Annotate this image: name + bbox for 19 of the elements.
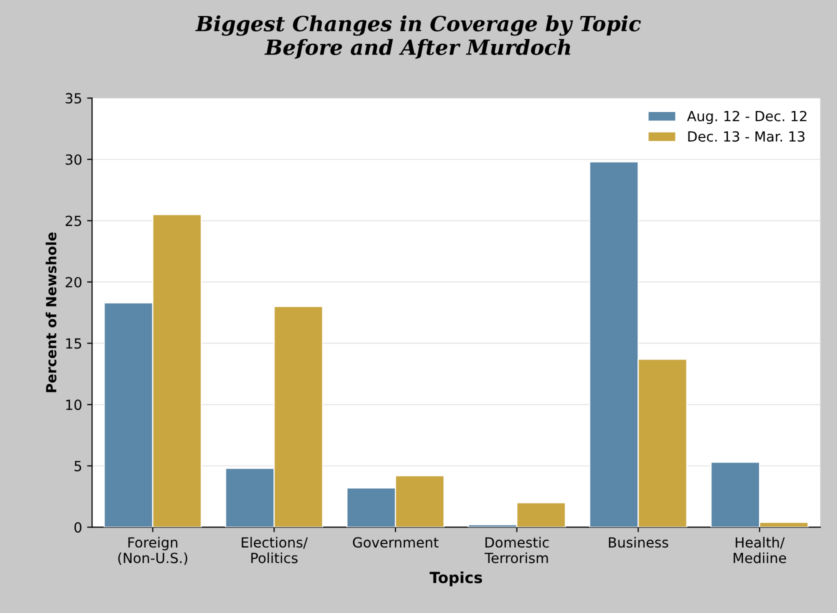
y-axis-title: Percent of Newshole <box>46 232 56 392</box>
legend-label: Dec. 13 - Mar. 13 <box>688 131 804 142</box>
y-tick-label: 30 <box>66 154 82 165</box>
chart-title: Biggest Changes in Coverage by Topic Before and After Murdoch <box>195 15 641 59</box>
x-tick-label: Business <box>608 536 668 548</box>
y-tick-label: 35 <box>66 93 82 104</box>
y-tick-label: 25 <box>66 216 82 226</box>
y-tick-label: 0 <box>74 522 82 533</box>
x-axis-title: Topics <box>430 571 482 586</box>
x-tick-label: Foreign (Non-U.S.) <box>118 536 188 565</box>
y-tick-label: 5 <box>74 461 82 472</box>
legend-label: Aug. 12 - Dec. 12 <box>687 110 806 124</box>
x-tick-label: Government <box>352 537 438 548</box>
y-tick-label: 10 <box>66 400 82 410</box>
y-tick-label: 15 <box>66 338 82 349</box>
x-tick-label: Domestic Terrorism <box>484 536 549 564</box>
x-tick-label: Elections/ Politics <box>242 536 308 564</box>
y-tick-label: 20 <box>66 276 82 288</box>
x-tick-label: Health/ Mediine <box>734 536 786 564</box>
